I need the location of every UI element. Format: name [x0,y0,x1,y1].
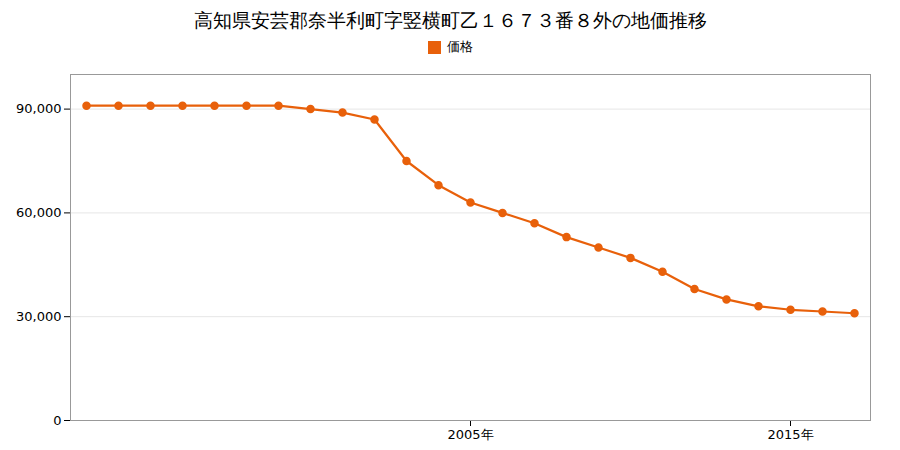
svg-text:2015年: 2015年 [767,427,813,442]
svg-text:90,000: 90,000 [16,101,62,116]
svg-text:0: 0 [53,413,61,428]
html-text:高知県安芸郡奈半利町字竪横町乙１６７３番８外の地価推移: 高知県安芸郡奈半利町字竪横町乙１６７３番８外の地価推移 [193,9,707,31]
svg-text:2005年: 2005年 [447,427,493,442]
svg-text:60,000: 60,000 [16,205,62,220]
svg-text:30,000: 30,000 [16,309,62,324]
html-text:価格: 価格 [446,39,473,54]
